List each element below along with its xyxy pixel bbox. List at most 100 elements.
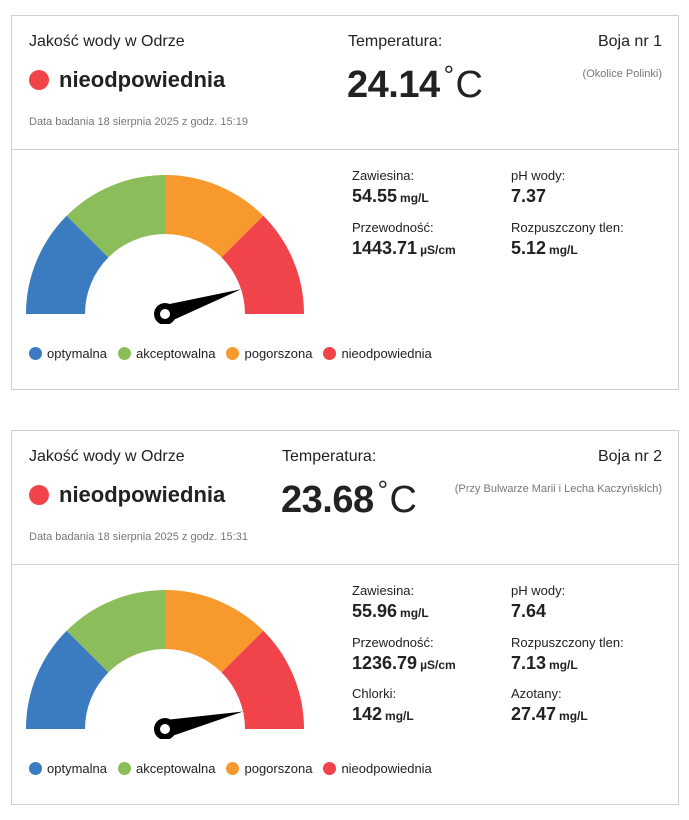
gauge-segment-pogorszona — [165, 590, 264, 673]
legend-label: pogorszona — [244, 761, 313, 776]
legend-item-akceptowalna: akceptowalna — [117, 346, 216, 361]
legend-label: optymalna — [47, 346, 107, 361]
param-suspended-solids: Zawiesina: 54.55 mg/L — [352, 168, 429, 207]
param-label: Rozpuszczony tlen: — [511, 635, 624, 650]
param-value: 7.37 — [511, 186, 547, 206]
legend-dot-icon — [29, 762, 42, 775]
param-label: pH wody: — [511, 168, 566, 183]
gauge-needle — [156, 711, 244, 738]
legend-item-optymalna: optymalna — [29, 761, 107, 776]
legend-dot-icon — [117, 762, 131, 775]
buoy-card-1: Jakość wody w Odrze nieodpowiednia Data … — [11, 15, 679, 390]
param-dissolved-oxygen: Rozpuszczony tlen: 7.13 mg/L — [511, 635, 624, 674]
legend-item-pogorszona: pogorszona — [226, 346, 312, 361]
param-value: 7.64 — [511, 601, 547, 621]
legend-item-nieodpowiednia: nieodpowiednia — [323, 761, 432, 776]
quality-label: Jakość wody w Odrze — [29, 448, 185, 465]
param-suspended-solids: Zawiesina: 55.96 mg/L — [352, 583, 429, 622]
status-text: nieodpowiednia — [59, 482, 226, 507]
legend-label: optymalna — [47, 761, 107, 776]
gauge-segment-akceptowalna — [66, 590, 165, 673]
gauge-legend: optymalna akceptowalna pogorszona nieodp… — [29, 761, 443, 776]
buoy-location: (Okolice Polinki) — [582, 68, 662, 80]
buoy-details: Zawiesina: 54.55 mg/L pH wody: 7.37 Przew… — [12, 150, 678, 391]
param-value: 27.47 — [511, 704, 557, 724]
legend-dot-icon — [226, 762, 240, 775]
status-text: nieodpowiednia — [59, 67, 226, 92]
buoy-header: Jakość wody w Odrze nieodpowiednia Data … — [12, 431, 678, 565]
param-value: 55.96 — [352, 601, 398, 621]
buoy-location: (Przy Bulwarze Marii i Lecha Kaczyńskich… — [454, 483, 662, 495]
buoy-card-2: Jakość wody w Odrze nieodpowiednia Data … — [11, 430, 679, 805]
param-label: pH wody: — [511, 583, 566, 598]
gauge-segment-optymalna — [26, 630, 109, 729]
param-label: Chlorki: — [352, 686, 397, 701]
param-value: 1236.79 — [352, 653, 418, 673]
quality-gauge — [26, 590, 304, 739]
param-unit: mg/L — [385, 709, 414, 723]
param-unit: mg/L — [549, 243, 578, 257]
gauge-hub-center — [160, 724, 170, 734]
legend-dot-icon — [323, 762, 337, 775]
param-label: Azotany: — [511, 686, 562, 701]
gauge-segment-optymalna — [26, 215, 109, 314]
legend-dot-icon — [29, 347, 42, 360]
param-nitrates: Azotany: 27.47 mg/L — [511, 686, 588, 725]
quality-gauge — [26, 175, 304, 324]
temperature-number: 23.68 — [281, 479, 374, 521]
quality-status: nieodpowiednia — [29, 482, 225, 508]
temperature-unit: C — [455, 64, 483, 106]
measurement-date: Data badania 18 sierpnia 2025 z godz. 15… — [29, 116, 248, 128]
param-unit: mg/L — [549, 658, 578, 672]
param-chlorides: Chlorki: 142 mg/L — [352, 686, 414, 725]
gauge-segment-akceptowalna — [66, 175, 165, 258]
quality-status: nieodpowiednia — [29, 67, 225, 93]
measurement-date: Data badania 18 sierpnia 2025 z godz. 15… — [29, 531, 248, 543]
param-conductivity: Przewodność: 1443.71 µS/cm — [352, 220, 456, 259]
gauge-segment-pogorszona — [165, 175, 264, 258]
gauge-segment-nieodpowiednia — [221, 630, 304, 729]
param-unit: mg/L — [559, 709, 588, 723]
legend-item-optymalna: optymalna — [29, 346, 107, 361]
legend-item-pogorszona: pogorszona — [226, 761, 312, 776]
param-unit: mg/L — [400, 191, 429, 205]
status-dot-icon — [29, 70, 49, 90]
param-label: Zawiesina: — [352, 583, 415, 598]
param-unit: mg/L — [400, 606, 429, 620]
param-conductivity: Przewodność: 1236.79 µS/cm — [352, 635, 456, 674]
status-dot-icon — [29, 485, 49, 505]
temperature-value: 24.14 °C — [347, 60, 483, 107]
buoy-name: Boja nr 1 — [597, 33, 662, 50]
param-label: Przewodność: — [352, 635, 434, 650]
legend-label: akceptowalna — [135, 761, 216, 776]
legend-item-nieodpowiednia: nieodpowiednia — [323, 346, 432, 361]
legend-label: akceptowalna — [135, 346, 216, 361]
gauge-needle — [156, 289, 242, 323]
legend-dot-icon — [117, 347, 131, 360]
buoy-details: Zawiesina: 55.96 mg/L pH wody: 7.64 Przew… — [12, 565, 678, 806]
temperature-label: Temperatura: — [282, 448, 377, 465]
buoy-name: Boja nr 2 — [597, 448, 662, 465]
param-dissolved-oxygen: Rozpuszczony tlen: 5.12 mg/L — [511, 220, 624, 259]
quality-label: Jakość wody w Odrze — [29, 33, 185, 50]
temperature-unit: C — [389, 479, 417, 521]
param-label: Zawiesina: — [352, 168, 415, 183]
gauge-legend: optymalna akceptowalna pogorszona nieodp… — [29, 346, 443, 361]
buoy-header: Jakość wody w Odrze nieodpowiednia Data … — [12, 16, 678, 150]
temperature-label: Temperatura: — [348, 33, 443, 50]
legend-label: nieodpowiednia — [341, 761, 432, 776]
param-value: 7.13 — [511, 653, 547, 673]
param-ph: pH wody: 7.37 — [511, 168, 565, 207]
degree-symbol: ° — [443, 60, 454, 90]
param-label: Przewodność: — [352, 220, 434, 235]
param-ph: pH wody: 7.64 — [511, 583, 565, 622]
gauge-segment-nieodpowiednia — [221, 215, 304, 314]
param-unit: µS/cm — [420, 243, 456, 257]
param-value: 54.55 — [352, 186, 398, 206]
param-unit: µS/cm — [420, 658, 456, 672]
gauge-hub-center — [160, 309, 170, 319]
param-value: 5.12 — [511, 238, 547, 258]
legend-label: pogorszona — [244, 346, 313, 361]
temperature-value: 23.68 °C — [281, 475, 417, 522]
legend-item-akceptowalna: akceptowalna — [117, 761, 216, 776]
